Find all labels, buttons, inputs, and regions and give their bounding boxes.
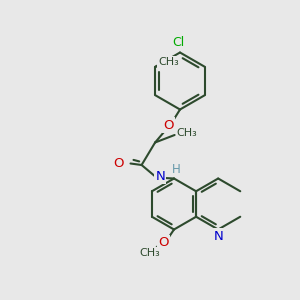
Text: CH₃: CH₃ (158, 57, 179, 67)
Text: O: O (113, 157, 124, 170)
Text: CH₃: CH₃ (139, 248, 160, 259)
Text: N: N (213, 230, 223, 243)
Text: H: H (172, 163, 181, 176)
Text: Cl: Cl (172, 36, 184, 50)
Text: O: O (163, 118, 174, 132)
Text: N: N (155, 169, 165, 183)
Text: O: O (158, 236, 169, 250)
Text: CH₃: CH₃ (177, 128, 198, 138)
